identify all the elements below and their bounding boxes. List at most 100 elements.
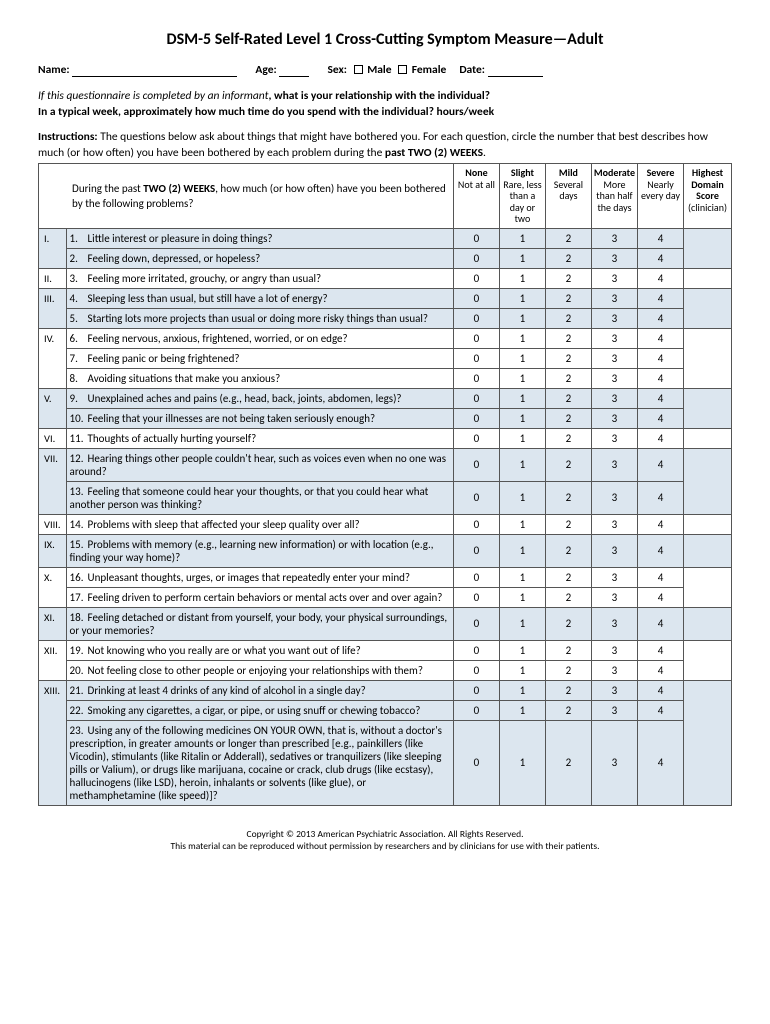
rating-cell[interactable]: 3 [591,448,637,481]
rating-cell[interactable]: 4 [638,288,684,308]
rating-cell[interactable]: 4 [638,228,684,248]
domain-score-cell[interactable] [684,268,732,288]
rating-cell[interactable]: 2 [545,720,591,805]
rating-cell[interactable]: 0 [453,680,499,700]
rating-cell[interactable]: 4 [638,348,684,368]
rating-cell[interactable]: 3 [591,534,637,567]
rating-cell[interactable]: 1 [499,228,545,248]
rating-cell[interactable]: 2 [545,514,591,534]
rating-cell[interactable]: 3 [591,660,637,680]
rating-cell[interactable]: 4 [638,720,684,805]
rating-cell[interactable]: 1 [499,660,545,680]
rating-cell[interactable]: 3 [591,567,637,587]
domain-score-cell[interactable] [684,388,732,428]
rating-cell[interactable]: 0 [453,408,499,428]
rating-cell[interactable]: 3 [591,268,637,288]
rating-cell[interactable]: 1 [499,481,545,514]
rating-cell[interactable]: 2 [545,388,591,408]
rating-cell[interactable]: 0 [453,720,499,805]
rating-cell[interactable]: 4 [638,428,684,448]
rating-cell[interactable]: 4 [638,268,684,288]
rating-cell[interactable]: 2 [545,428,591,448]
domain-score-cell[interactable] [684,328,732,388]
rating-cell[interactable]: 2 [545,587,591,607]
rating-cell[interactable]: 4 [638,408,684,428]
rating-cell[interactable]: 2 [545,700,591,720]
rating-cell[interactable]: 4 [638,448,684,481]
rating-cell[interactable]: 1 [499,720,545,805]
domain-score-cell[interactable] [684,640,732,680]
rating-cell[interactable]: 4 [638,308,684,328]
rating-cell[interactable]: 1 [499,587,545,607]
rating-cell[interactable]: 4 [638,587,684,607]
rating-cell[interactable]: 2 [545,640,591,660]
rating-cell[interactable]: 1 [499,607,545,640]
rating-cell[interactable]: 1 [499,428,545,448]
rating-cell[interactable]: 0 [453,328,499,348]
rating-cell[interactable]: 0 [453,481,499,514]
rating-cell[interactable]: 0 [453,607,499,640]
rating-cell[interactable]: 1 [499,534,545,567]
rating-cell[interactable]: 2 [545,660,591,680]
rating-cell[interactable]: 4 [638,534,684,567]
rating-cell[interactable]: 4 [638,680,684,700]
rating-cell[interactable]: 2 [545,288,591,308]
age-field[interactable] [279,65,309,77]
rating-cell[interactable]: 2 [545,607,591,640]
rating-cell[interactable]: 1 [499,567,545,587]
domain-score-cell[interactable] [684,448,732,514]
rating-cell[interactable]: 0 [453,368,499,388]
rating-cell[interactable]: 1 [499,700,545,720]
rating-cell[interactable]: 2 [545,228,591,248]
rating-cell[interactable]: 4 [638,567,684,587]
rating-cell[interactable]: 0 [453,428,499,448]
domain-score-cell[interactable] [684,288,732,328]
male-checkbox[interactable] [354,65,363,74]
rating-cell[interactable]: 3 [591,248,637,268]
rating-cell[interactable]: 4 [638,481,684,514]
rating-cell[interactable]: 1 [499,448,545,481]
rating-cell[interactable]: 4 [638,328,684,348]
rating-cell[interactable]: 3 [591,328,637,348]
rating-cell[interactable]: 0 [453,567,499,587]
rating-cell[interactable]: 1 [499,268,545,288]
rating-cell[interactable]: 3 [591,308,637,328]
rating-cell[interactable]: 2 [545,567,591,587]
rating-cell[interactable]: 0 [453,308,499,328]
rating-cell[interactable]: 1 [499,308,545,328]
rating-cell[interactable]: 0 [453,248,499,268]
rating-cell[interactable]: 4 [638,248,684,268]
rating-cell[interactable]: 1 [499,514,545,534]
rating-cell[interactable]: 4 [638,607,684,640]
rating-cell[interactable]: 2 [545,408,591,428]
domain-score-cell[interactable] [684,567,732,607]
rating-cell[interactable]: 0 [453,700,499,720]
rating-cell[interactable]: 3 [591,720,637,805]
rating-cell[interactable]: 3 [591,428,637,448]
rating-cell[interactable]: 2 [545,348,591,368]
rating-cell[interactable]: 1 [499,288,545,308]
rating-cell[interactable]: 0 [453,348,499,368]
rating-cell[interactable]: 2 [545,308,591,328]
rating-cell[interactable]: 4 [638,514,684,534]
rating-cell[interactable]: 1 [499,408,545,428]
rating-cell[interactable]: 4 [638,700,684,720]
rating-cell[interactable]: 4 [638,640,684,660]
domain-score-cell[interactable] [684,428,732,448]
rating-cell[interactable]: 3 [591,607,637,640]
rating-cell[interactable]: 2 [545,328,591,348]
rating-cell[interactable]: 0 [453,514,499,534]
rating-cell[interactable]: 1 [499,328,545,348]
domain-score-cell[interactable] [684,534,732,567]
rating-cell[interactable]: 0 [453,640,499,660]
domain-score-cell[interactable] [684,607,732,640]
female-checkbox[interactable] [398,65,407,74]
rating-cell[interactable]: 3 [591,228,637,248]
rating-cell[interactable]: 0 [453,660,499,680]
rating-cell[interactable]: 3 [591,348,637,368]
rating-cell[interactable]: 0 [453,388,499,408]
domain-score-cell[interactable] [684,680,732,805]
rating-cell[interactable]: 3 [591,700,637,720]
rating-cell[interactable]: 3 [591,288,637,308]
rating-cell[interactable]: 1 [499,640,545,660]
